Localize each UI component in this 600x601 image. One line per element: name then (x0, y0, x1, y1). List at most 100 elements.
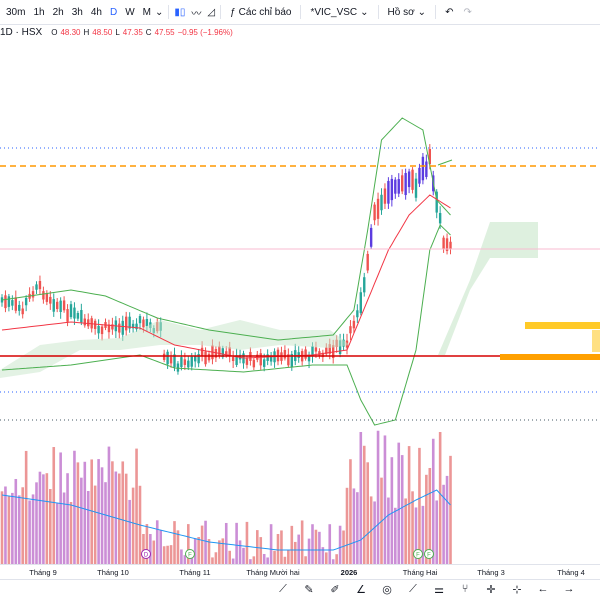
candle-body (87, 319, 90, 327)
trend-line-icon[interactable]: ⟋ (279, 583, 287, 595)
timeframe-4h[interactable]: 4h (90, 6, 102, 18)
volume-bar (224, 522, 228, 564)
brush-icon[interactable]: ✎ (304, 584, 314, 596)
volume-bar (238, 540, 242, 564)
candle-body (411, 169, 414, 190)
volume-bar (338, 525, 342, 564)
crosshair-icon[interactable]: ⊹ (512, 584, 522, 596)
timeframe-d[interactable]: D (109, 6, 118, 18)
volume-bar (266, 557, 269, 564)
volume-bar (345, 487, 349, 564)
lines-icon[interactable]: ⚌ (434, 584, 444, 596)
resistance-zone (525, 322, 600, 329)
volume-bar (187, 524, 190, 564)
timeframe-3h[interactable]: 3h (71, 6, 83, 18)
area-chart-icon[interactable]: ◿ (207, 6, 216, 18)
profile-label: Hồ sơ (387, 6, 415, 18)
divider (300, 5, 302, 19)
cross-icon[interactable]: ✛ (486, 584, 496, 596)
arrow-right-icon[interactable]: → (563, 583, 575, 595)
volume-bar (328, 524, 332, 564)
fork-icon[interactable]: ⑂ (461, 583, 469, 595)
candle-body (45, 293, 49, 302)
candle-body (321, 352, 325, 358)
candle-body (311, 346, 314, 357)
candle-body (214, 349, 218, 358)
volume-bar (17, 495, 21, 564)
volume-bar (97, 459, 100, 564)
candles-icon[interactable]: ▮▯ (174, 6, 186, 18)
arrow-left-icon[interactable]: ← (537, 583, 549, 595)
timeframe-m[interactable]: M (142, 6, 151, 18)
candle-body (52, 299, 55, 312)
volume-bar (311, 524, 314, 564)
candle-body (80, 310, 83, 323)
volume-bar (104, 482, 107, 564)
candle-body (325, 347, 328, 355)
candle-body (118, 323, 121, 333)
target-icon[interactable]: ◎ (382, 584, 392, 596)
volume-bar (83, 461, 87, 564)
bollinger-lower (1, 224, 451, 426)
candle-body (93, 320, 97, 329)
candle-body (197, 353, 200, 364)
indicators-button[interactable]: ƒ Các chỉ báo (226, 7, 295, 18)
change-value: −0.95 (−1.96%) (177, 28, 233, 37)
time-axis[interactable]: Tháng 9 Tháng 10 Tháng 11 Tháng Mười hai 202… (0, 564, 600, 579)
low-value: 47.35 (122, 28, 143, 37)
candle-body (363, 277, 366, 293)
angle-icon[interactable]: ∠ (356, 584, 366, 596)
pen-icon[interactable]: ✐ (330, 584, 340, 596)
compare-dropdown[interactable]: *VIC_VSC ⌄ (306, 7, 372, 18)
volume-bar (325, 552, 328, 564)
ray-icon[interactable]: ⟋ (409, 583, 417, 595)
candle-body (359, 292, 362, 314)
volume-bar (149, 534, 152, 564)
volume-bar (321, 547, 325, 564)
volume-bar (166, 545, 169, 564)
event-marker-icon (424, 549, 434, 559)
candle-body (369, 227, 373, 247)
candle-body (145, 319, 149, 327)
chevron-down-icon[interactable]: ⌄ (154, 6, 164, 18)
time-axis-label: Tháng 3 (477, 568, 505, 577)
candle-body (100, 326, 104, 335)
volume-bar (352, 488, 356, 564)
candle-body (4, 295, 7, 309)
candle-body (387, 180, 390, 204)
candle-body (35, 284, 38, 290)
timeframe-2h[interactable]: 2h (52, 6, 64, 18)
volume-bar (162, 546, 166, 564)
volume-bar (438, 432, 442, 564)
volume-bar (373, 501, 376, 564)
candle-body (435, 191, 438, 213)
volume-bar (200, 525, 204, 564)
volume-bar (52, 447, 56, 564)
timeframe-1h[interactable]: 1h (33, 6, 45, 18)
redo-icon[interactable]: ↷ (463, 6, 472, 18)
candle-body (352, 320, 356, 329)
candle-body (190, 356, 193, 367)
undo-icon[interactable]: ↶ (445, 6, 454, 18)
candle-body (207, 353, 211, 361)
candle-body (245, 358, 249, 365)
candle-body (107, 324, 111, 333)
volume-bar (445, 475, 449, 564)
candle-body (418, 167, 421, 184)
volume-bar (394, 507, 397, 564)
candle-body (231, 356, 235, 362)
timeframe-30m[interactable]: 30m (6, 6, 26, 18)
profile-dropdown[interactable]: Hồ sơ ⌄ (384, 7, 431, 18)
candle-body (56, 301, 59, 310)
volume-bar (197, 537, 200, 564)
line-chart-icon[interactable]: 〰 (191, 8, 202, 20)
volume-ma (1, 489, 451, 551)
candle-body (21, 308, 24, 315)
volume-bar (59, 452, 62, 564)
candle-body (128, 316, 131, 329)
volume-bar (276, 534, 280, 564)
timeframe-w[interactable]: W (125, 6, 135, 18)
candle-body (73, 307, 76, 319)
volume-bar (359, 432, 363, 564)
